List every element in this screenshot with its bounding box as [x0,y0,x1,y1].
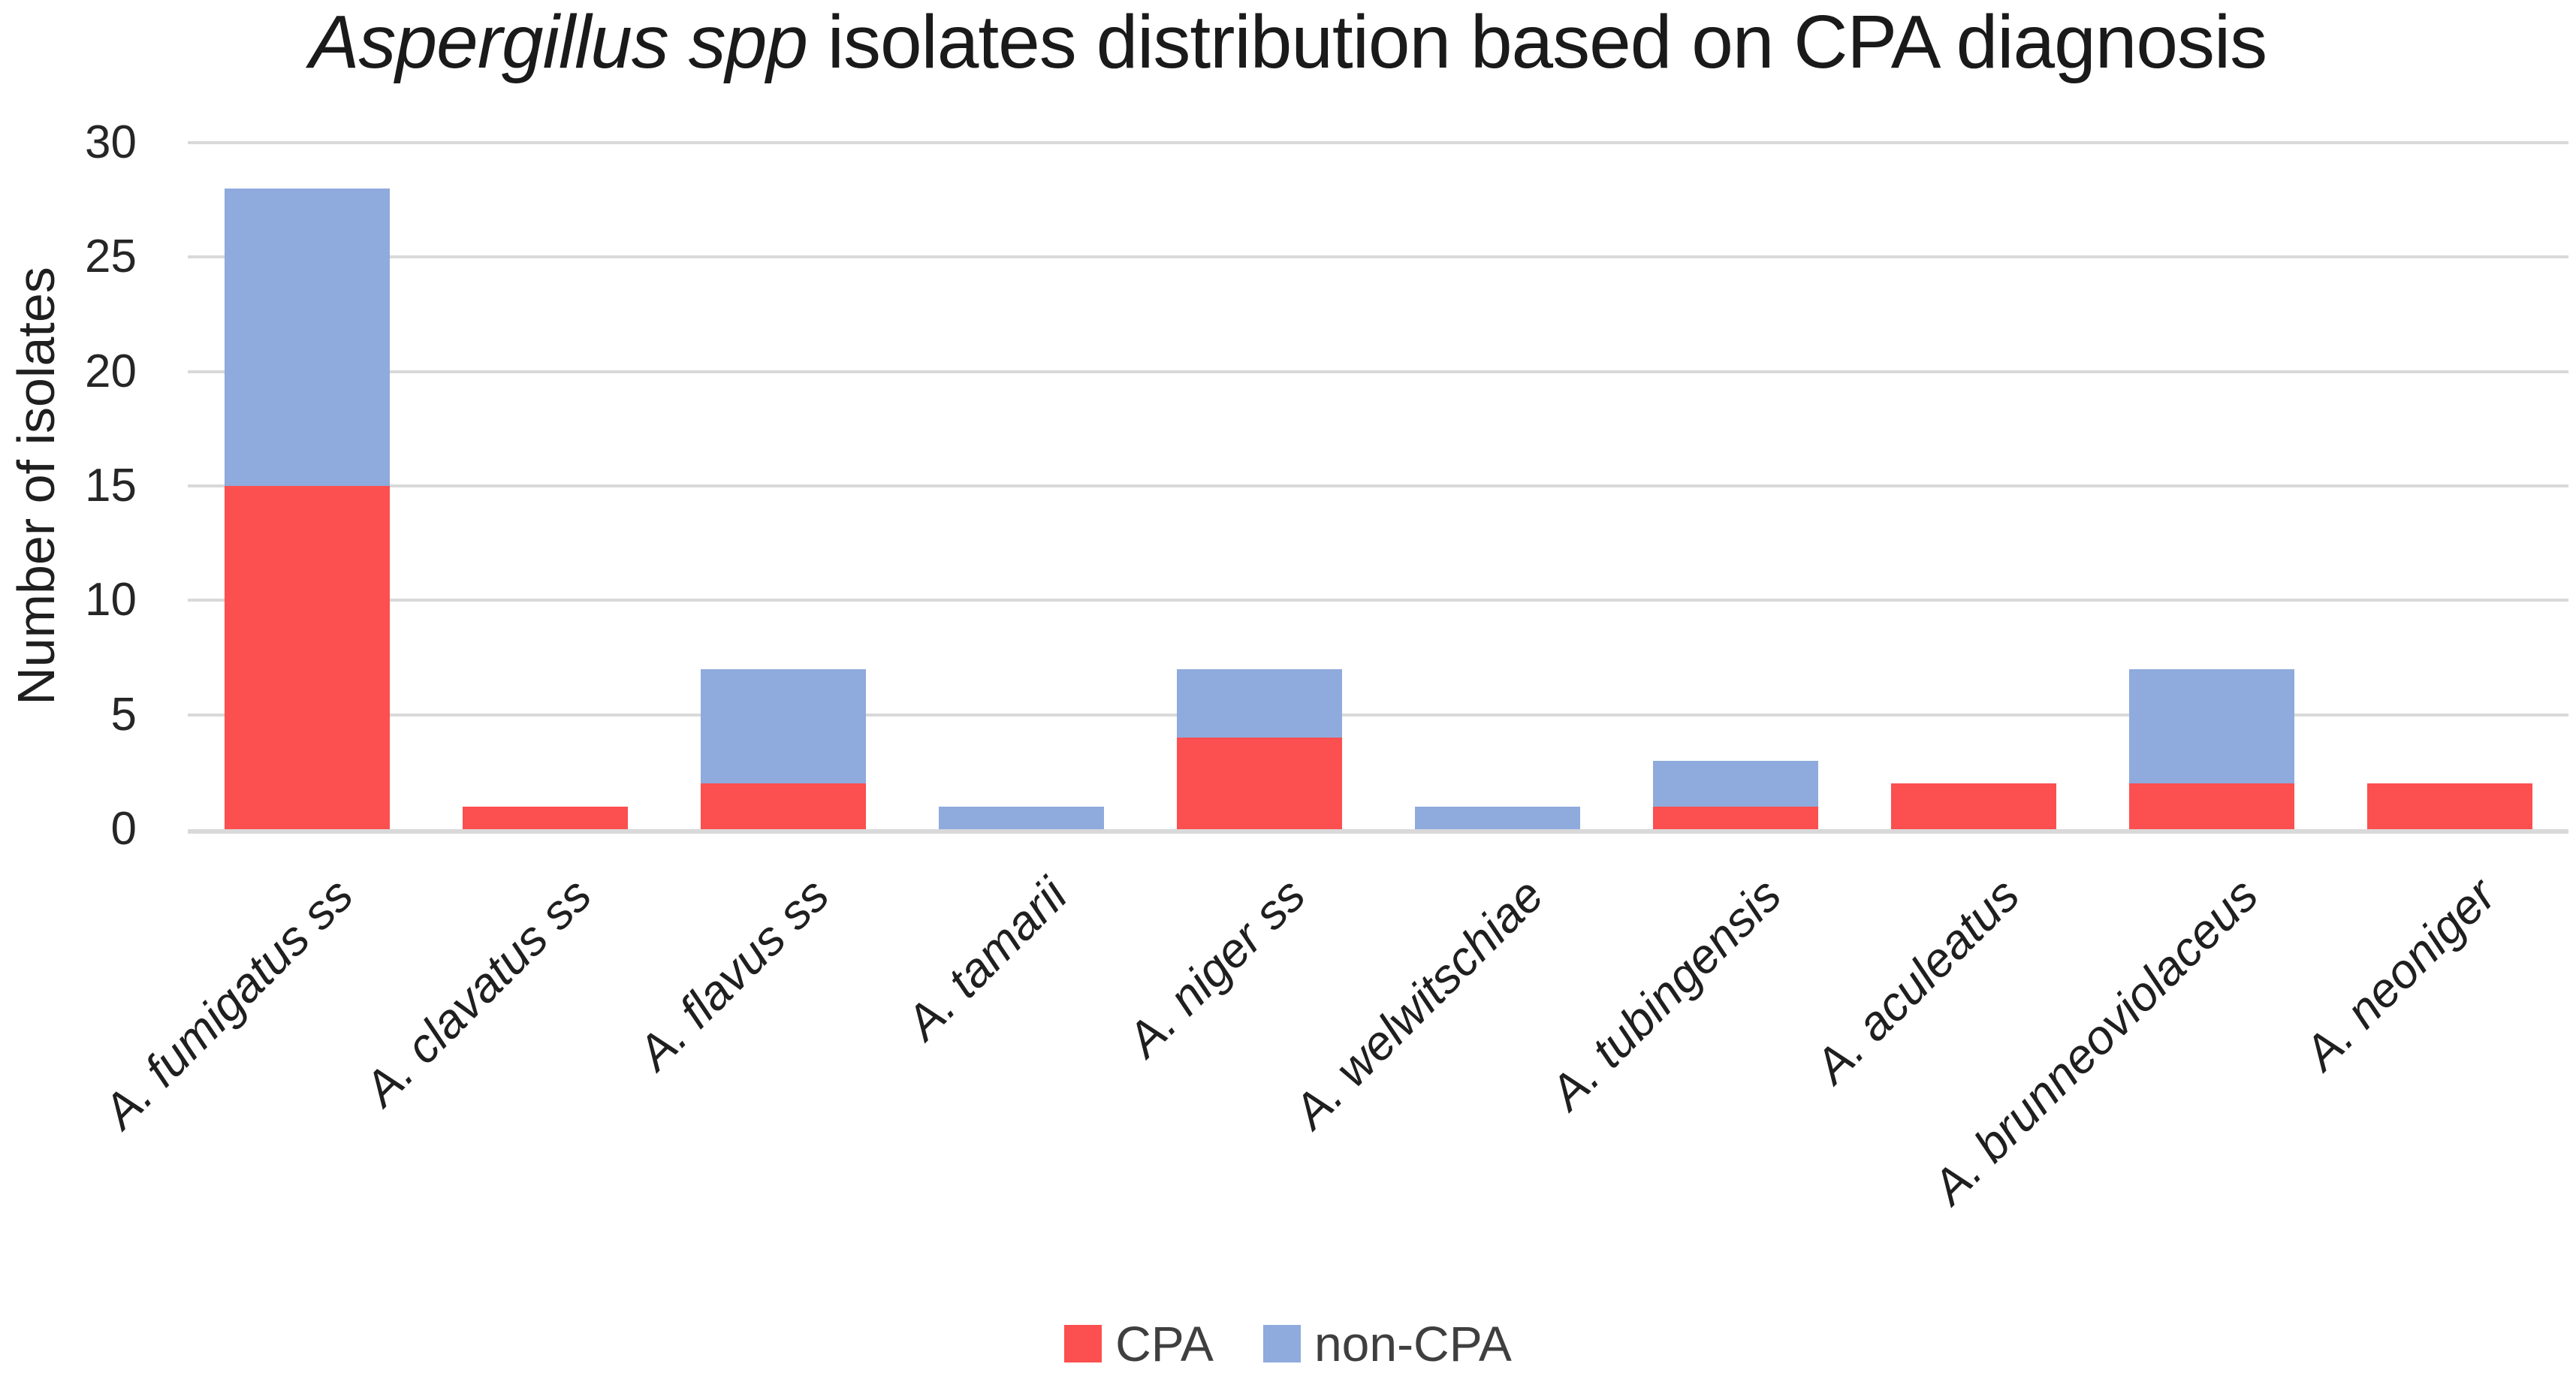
bar-segment-non-cpa-1 [224,188,390,486]
legend-swatch-cpa [1064,1325,1102,1362]
legend-item-non-cpa: non-CPA [1262,1316,1512,1371]
chart-title-regular-part: isolates distribution based on CPA diagn… [807,0,2267,84]
bar-segment-cpa-2 [462,806,628,829]
bar-segment-non-cpa-7 [1652,760,1818,807]
chart-title-italic-part: Aspergillus spp [309,0,808,84]
bar-segment-non-cpa-5 [1176,668,1342,738]
x-category-label-3: A. flavus ss [627,868,840,1080]
chart-title: Aspergillus spp isolates distribution ba… [0,2,2576,83]
y-tick-label-30: 30 [85,116,137,168]
x-category-label-5: A. niger ss [1117,868,1316,1067]
gridline-5 [188,713,2568,717]
bar-segment-non-cpa-3 [700,668,866,784]
y-tick-label-15: 15 [85,460,137,511]
x-category-label-8: A. aculeatus [1804,868,2030,1094]
y-tick-label-5: 5 [110,688,137,741]
legend-label-cpa: CPA [1115,1316,1214,1371]
bar-segment-cpa-3 [700,783,866,829]
bar-segment-non-cpa-4 [938,806,1104,829]
legend-item-cpa: CPA [1064,1319,1214,1368]
gridline-15 [188,484,2568,487]
bar-segment-cpa-1 [224,486,390,829]
x-category-label-6: A. welwitschiae [1283,868,1554,1139]
bar-segment-cpa-7 [1652,806,1818,829]
gridline-30 [188,141,2568,144]
x-category-label-2: A. clavatus ss [353,868,602,1116]
y-tick-label-0: 0 [110,803,137,855]
bar-segment-cpa-9 [2128,783,2294,829]
y-tick-label-25: 25 [85,231,137,283]
x-axis-line [188,829,2568,834]
x-category-label-1: A. fumigatus ss [92,868,363,1139]
y-tick-label-20: 20 [85,345,137,397]
y-tick-label-10: 10 [85,574,137,626]
bar-segment-cpa-5 [1176,738,1342,829]
x-category-label-7: A. tubingensis [1540,868,1792,1120]
bar-segment-cpa-10 [2366,783,2532,829]
gridline-10 [188,599,2568,602]
gridline-20 [188,370,2568,373]
bar-segment-non-cpa-6 [1414,806,1580,829]
bar-segment-non-cpa-9 [2128,668,2294,784]
x-category-label-10: A. neoniger [2294,868,2506,1080]
x-category-label-4: A. tamarii [895,868,1078,1050]
legend-label-non-cpa: non-CPA [1314,1316,1512,1371]
bar-segment-cpa-8 [1890,783,2056,829]
legend: CPA non-CPA [0,1319,2576,1368]
gridline-25 [188,255,2568,259]
legend-swatch-non-cpa [1262,1325,1301,1362]
